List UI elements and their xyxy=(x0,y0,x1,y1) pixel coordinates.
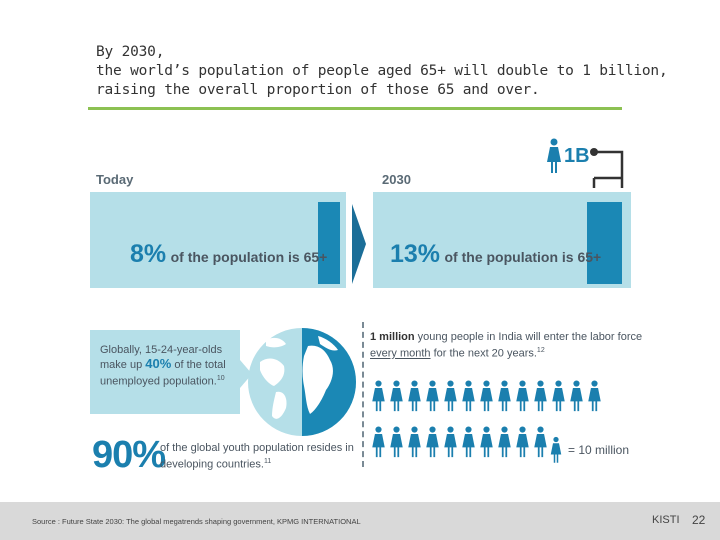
header-divider xyxy=(88,107,622,110)
today-text: of the population is 65+ xyxy=(170,249,328,265)
youth-ref: 11 xyxy=(263,458,272,465)
youth-line-2-text: developing countries. xyxy=(160,458,264,471)
person-icon xyxy=(444,380,457,412)
globe-note-box xyxy=(90,330,240,414)
legend: = 10 million xyxy=(550,436,629,464)
india-ref: 12 xyxy=(536,347,545,354)
person-icon xyxy=(534,426,547,458)
person-icon xyxy=(390,380,403,412)
person-icon xyxy=(588,380,601,412)
person-icon xyxy=(552,380,565,412)
future-stat: 13% of the population is 65+ xyxy=(390,240,601,269)
globe-note-text: Globally, 15-24-year-olds make up 40% of… xyxy=(100,343,240,389)
person-icon xyxy=(372,426,385,458)
woman-icon xyxy=(547,138,561,173)
person-icon xyxy=(516,426,529,458)
headline-line-1: By 2030, xyxy=(96,44,165,60)
headline: By 2030, the world’s population of peopl… xyxy=(96,43,668,100)
person-icon xyxy=(480,426,493,458)
india-line-2-rest: for the next 20 years. xyxy=(430,347,537,360)
legend-text: = 10 million xyxy=(568,443,630,457)
person-icon xyxy=(426,426,439,458)
globe-note-line-3: unemployed population.10 xyxy=(100,372,240,389)
india-line-1: 1 million young people in India will ent… xyxy=(370,330,642,344)
person-icon xyxy=(390,426,403,458)
org-label: KISTI xyxy=(652,514,680,526)
bracket-connector xyxy=(590,148,624,188)
people-row-1 xyxy=(371,380,602,412)
person-icon xyxy=(570,380,583,412)
headline-line-3: raising the overall proportion of those … xyxy=(96,82,540,98)
today-stat: 8% of the population is 65+ xyxy=(130,240,327,269)
person-icon xyxy=(462,380,475,412)
person-icon xyxy=(426,380,439,412)
youth-line-2: developing countries.11 xyxy=(160,455,354,472)
globe-note-line-3-text: unemployed population. xyxy=(100,375,217,388)
india-underlined: every month xyxy=(370,347,431,360)
person-legend-icon xyxy=(550,436,562,463)
person-icon xyxy=(498,426,511,458)
globe-note-line-2-pre: make up xyxy=(100,359,146,371)
youth-percent: 90% xyxy=(92,434,166,476)
people-row-2 xyxy=(371,426,548,458)
person-icon xyxy=(408,380,421,412)
youth-text: of the global youth population resides i… xyxy=(160,442,354,472)
future-share-bar xyxy=(587,202,622,284)
one-billion-label: 1B xyxy=(564,144,590,167)
page-number: 22 xyxy=(692,513,706,527)
globe-icon xyxy=(248,328,356,436)
person-icon xyxy=(462,426,475,458)
person-icon xyxy=(480,380,493,412)
one-billion-marker: 1B xyxy=(546,138,590,174)
india-bold: 1 million xyxy=(370,331,415,343)
globe-note-percent: 40% xyxy=(145,356,172,371)
globe-note-line-2: make up 40% of the total xyxy=(100,357,240,372)
person-icon xyxy=(372,380,385,412)
person-icon xyxy=(498,380,511,412)
source-citation: Source : Future State 2030: The global m… xyxy=(32,517,361,526)
youth-line-1: of the global youth population resides i… xyxy=(160,442,354,454)
person-icon xyxy=(444,426,457,458)
today-label: Today xyxy=(96,172,134,187)
globe-note-line-1: Globally, 15-24-year-olds xyxy=(100,344,223,356)
person-icon xyxy=(408,426,421,458)
globe-note-line-2-post: of the total xyxy=(171,359,226,371)
footer-bar xyxy=(0,502,720,540)
arrow-icon xyxy=(352,204,366,284)
india-line-1-rest: young people in India will enter the lab… xyxy=(414,331,643,343)
future-percent: 13% xyxy=(390,240,441,268)
future-label: 2030 xyxy=(382,172,411,187)
globe-note-ref: 10 xyxy=(216,375,225,382)
today-percent: 8% xyxy=(130,240,167,268)
person-icon xyxy=(534,380,547,412)
india-line-2: every month for the next 20 years.12 xyxy=(370,344,642,361)
person-icon xyxy=(516,380,529,412)
future-text: of the population is 65+ xyxy=(444,249,602,265)
india-text: 1 million young people in India will ent… xyxy=(370,330,642,361)
today-share-bar xyxy=(318,202,340,284)
headline-line-2: the world’s population of people aged 65… xyxy=(96,63,668,79)
section-divider xyxy=(362,322,364,467)
